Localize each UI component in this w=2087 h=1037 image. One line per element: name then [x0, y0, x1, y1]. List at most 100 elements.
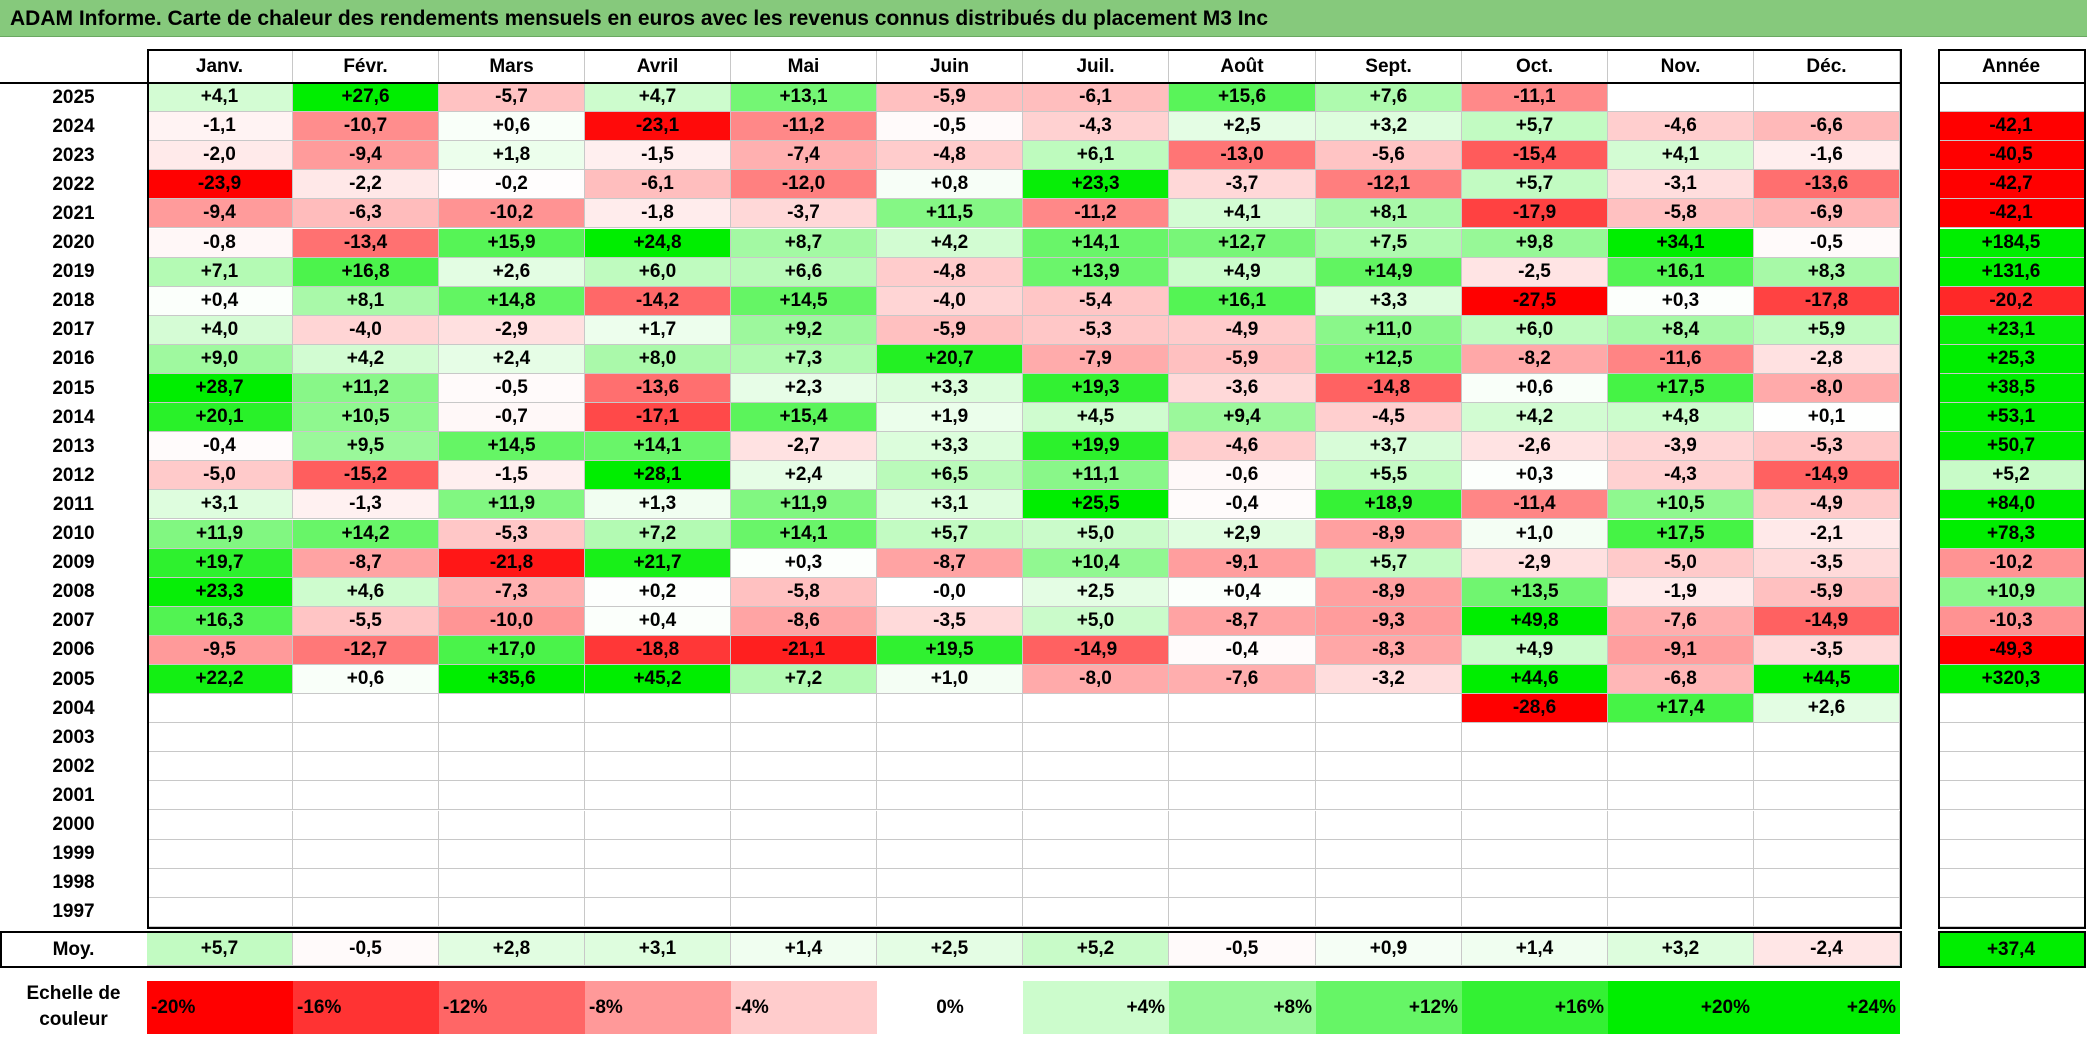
- heatmap-cell: -23,9: [147, 170, 293, 200]
- heatmap-cell: +13,9: [1023, 257, 1169, 287]
- heatmap-cell: [877, 810, 1023, 840]
- heatmap-cell: +13,5: [1462, 577, 1608, 607]
- heatmap-cell: -2,9: [439, 315, 585, 345]
- heatmap-cell: -4,6: [1169, 432, 1316, 462]
- heatmap-cell: -0,2: [439, 170, 585, 200]
- year-label: 2011: [52, 493, 95, 515]
- heatmap-cell: +1,0: [877, 665, 1023, 695]
- column-header: Oct.: [1462, 51, 1608, 83]
- heatmap-cell: -8,7: [1169, 606, 1316, 636]
- heatmap-cell: -13,6: [585, 374, 731, 404]
- heatmap-cell: +0,1: [1754, 403, 1900, 433]
- heatmap-cell: -2,1: [1754, 519, 1900, 549]
- heatmap-cell: +7,2: [731, 665, 877, 695]
- heatmap-cell: [585, 868, 731, 898]
- heatmap-cell: -4,0: [877, 286, 1023, 316]
- heatmap-cell: +11,9: [147, 519, 293, 549]
- heatmap-cell: +14,5: [731, 286, 877, 316]
- heatmap-cell: -5,5: [293, 606, 439, 636]
- heatmap-cell: +5,7: [1316, 548, 1462, 578]
- heatmap-cell: +3,1: [147, 490, 293, 520]
- heatmap-cell: +20,1: [147, 403, 293, 433]
- heatmap-cell: -4,8: [877, 141, 1023, 171]
- annual-cell: -42,7: [1938, 170, 2084, 200]
- color-scale-step: 0%: [877, 981, 1023, 1034]
- heatmap-cell: -2,6: [1462, 432, 1608, 462]
- heatmap-cell: +9,8: [1462, 228, 1608, 258]
- heatmap-cell: -6,3: [293, 199, 439, 229]
- heatmap-cell: -5,9: [877, 83, 1023, 113]
- heatmap-cell: -1,8: [585, 199, 731, 229]
- year-label: 2002: [52, 755, 95, 777]
- heatmap-cell: [585, 723, 731, 753]
- annual-cell: +53,1: [1938, 403, 2084, 433]
- heatmap-cell: -2,5: [1462, 257, 1608, 287]
- heatmap-cell: +14,8: [439, 286, 585, 316]
- heatmap-cell: -0,7: [439, 403, 585, 433]
- annual-cell: [1938, 752, 2084, 782]
- heatmap-cell: +1,0: [1462, 519, 1608, 549]
- heatmap-cell: +24,8: [585, 228, 731, 258]
- heatmap-cell: +17,4: [1608, 694, 1754, 724]
- heatmap-cell: [439, 752, 585, 782]
- heatmap-cell: +2,4: [731, 461, 877, 491]
- heatmap-cell: +8,1: [293, 286, 439, 316]
- color-scale-step: +24%: [1754, 981, 1900, 1034]
- heatmap-cell: +5,0: [1023, 606, 1169, 636]
- heatmap-cell: +3,7: [1316, 432, 1462, 462]
- heatmap-cell: -3,7: [731, 199, 877, 229]
- heatmap-cell: +5,7: [1462, 170, 1608, 200]
- heatmap-cell: [731, 839, 877, 869]
- year-label: 2007: [52, 610, 95, 632]
- heatmap-cell: [877, 839, 1023, 869]
- heatmap-cell: -2,7: [731, 432, 877, 462]
- heatmap-cell: [877, 868, 1023, 898]
- heatmap-cell: +4,2: [293, 344, 439, 374]
- heatmap-cell: +27,6: [293, 83, 439, 113]
- heatmap-cell: [877, 897, 1023, 927]
- heatmap-cell: -7,3: [439, 577, 585, 607]
- annual-cell: +10,9: [1938, 577, 2084, 607]
- year-label: 2005: [52, 668, 95, 690]
- heatmap-cell: [731, 868, 877, 898]
- heatmap-cell: +9,4: [1169, 403, 1316, 433]
- heatmap-cell: -5,9: [1169, 344, 1316, 374]
- heatmap-cell: [1462, 723, 1608, 753]
- heatmap-cell: [1608, 752, 1754, 782]
- heatmap-cell: -7,6: [1608, 606, 1754, 636]
- heatmap-cell: -21,8: [439, 548, 585, 578]
- heatmap-cell: -10,7: [293, 112, 439, 142]
- heatmap-cell: -3,5: [877, 606, 1023, 636]
- heatmap-cell: +7,6: [1316, 83, 1462, 113]
- heatmap-cell: [1754, 781, 1900, 811]
- year-label: 2025: [52, 86, 95, 108]
- heatmap-cell: [1169, 810, 1316, 840]
- heatmap-cell: +10,5: [293, 403, 439, 433]
- heatmap-cell: +4,2: [877, 228, 1023, 258]
- heatmap-cell: [1169, 839, 1316, 869]
- heatmap-cell: -11,6: [1608, 344, 1754, 374]
- heatmap-cell: -15,2: [293, 461, 439, 491]
- color-scale-step: -16%: [293, 981, 439, 1034]
- color-scale-label-line2: couleur: [39, 1009, 108, 1030]
- heatmap-cell: [1462, 897, 1608, 927]
- heatmap-cell: -8,6: [731, 606, 877, 636]
- color-scale-step: +12%: [1316, 981, 1462, 1034]
- heatmap-cell: +34,1: [1608, 228, 1754, 258]
- heatmap-cell: +7,1: [147, 257, 293, 287]
- heatmap-cell: +0,3: [731, 548, 877, 578]
- year-label: 2008: [52, 581, 95, 603]
- heatmap-cell: -7,4: [731, 141, 877, 171]
- heatmap-cell: -15,4: [1462, 141, 1608, 171]
- annual-cell: +23,1: [1938, 315, 2084, 345]
- annual-cell: +320,3: [1938, 665, 2084, 695]
- heatmap-cell: +10,4: [1023, 548, 1169, 578]
- column-header: Juil.: [1023, 51, 1169, 83]
- heatmap-cell: -10,2: [439, 199, 585, 229]
- average-cell: -2,4: [1754, 933, 1900, 966]
- heatmap-cell: +2,5: [1023, 577, 1169, 607]
- heatmap-cell: +49,8: [1462, 606, 1608, 636]
- heatmap-cell: [439, 868, 585, 898]
- heatmap-cell: +4,6: [293, 577, 439, 607]
- heatmap-cell: [439, 694, 585, 724]
